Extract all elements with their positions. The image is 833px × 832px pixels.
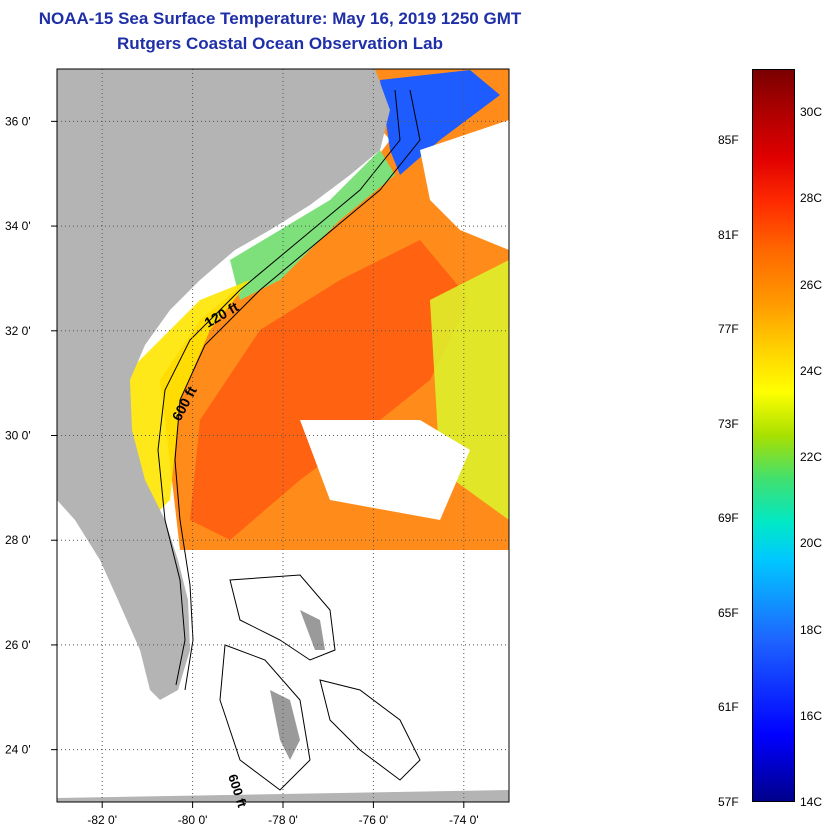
colorbar-fahrenheit-label: 77F — [718, 322, 739, 337]
colorbar-celsius-label: 20C — [800, 536, 823, 551]
colorbar-fahrenheit-label: 73F — [718, 416, 739, 431]
colorbar-fahrenheit-label: 69F — [718, 511, 739, 526]
map-title: NOAA-15 Sea Surface Temperature: May 16,… — [38, 9, 522, 28]
sst-cold-shelf — [380, 70, 500, 175]
contour-line-120ft — [157, 89, 401, 686]
bahamas-bank-contour — [219, 644, 311, 791]
colorbar-celsius-label: 14C — [800, 795, 823, 809]
land-mass — [57, 69, 390, 700]
lon-tick-label: -76 0' — [359, 813, 389, 827]
lon-tick-label: -80 0' — [178, 813, 208, 827]
cuba-coast — [57, 790, 509, 802]
bahamas-bank-contour — [319, 679, 421, 781]
cloud-cover — [420, 120, 509, 250]
lat-tick-label: 30 0' — [5, 429, 31, 443]
colorbar-celsius-label: 28C — [800, 191, 823, 206]
colorbar-fahrenheit-label: 57F — [718, 795, 739, 809]
contour-line-600ft — [174, 89, 421, 691]
colorbar-celsius-label: 24C — [800, 363, 823, 378]
bahamas-island — [300, 610, 325, 650]
bahamas-bank-contour — [229, 574, 336, 661]
colorbar-celsius-label: 22C — [800, 450, 823, 465]
contour-label: 600 ft — [225, 772, 250, 810]
lat-tick-label: 34 0' — [5, 219, 31, 233]
lat-tick-label: 26 0' — [5, 638, 31, 652]
temperature-colorbar — [752, 69, 795, 802]
colorbar-fahrenheit-label: 61F — [718, 700, 739, 715]
bahamas-island — [270, 690, 300, 760]
lat-tick-label: 36 0' — [5, 114, 31, 128]
lon-tick-label: -74 0' — [449, 813, 479, 827]
map-subtitle: Rutgers Coastal Ocean Observation Lab — [117, 34, 443, 53]
cloud-cover — [300, 420, 470, 520]
colorbar-celsius-label: 30C — [800, 105, 823, 120]
colorbar-celsius-label: 26C — [800, 277, 823, 292]
colorbar-fahrenheit-label: 81F — [718, 227, 739, 242]
sst-cool-shelf — [230, 150, 395, 300]
lat-tick-label: 24 0' — [5, 743, 31, 757]
lon-tick-label: -82 0' — [87, 813, 117, 827]
sst-warm-core — [190, 240, 470, 540]
colorbar-celsius-label: 16C — [800, 708, 823, 723]
colorbar-fahrenheit-label: 65F — [718, 605, 739, 620]
lat-tick-label: 28 0' — [5, 533, 31, 547]
colorbar-celsius-label: 18C — [800, 622, 823, 637]
colorbar-fahrenheit-label: 85F — [718, 132, 739, 147]
sst-shelf-yellow — [120, 280, 250, 520]
lon-tick-label: -78 0' — [268, 813, 298, 827]
lat-tick-label: 32 0' — [5, 324, 31, 338]
